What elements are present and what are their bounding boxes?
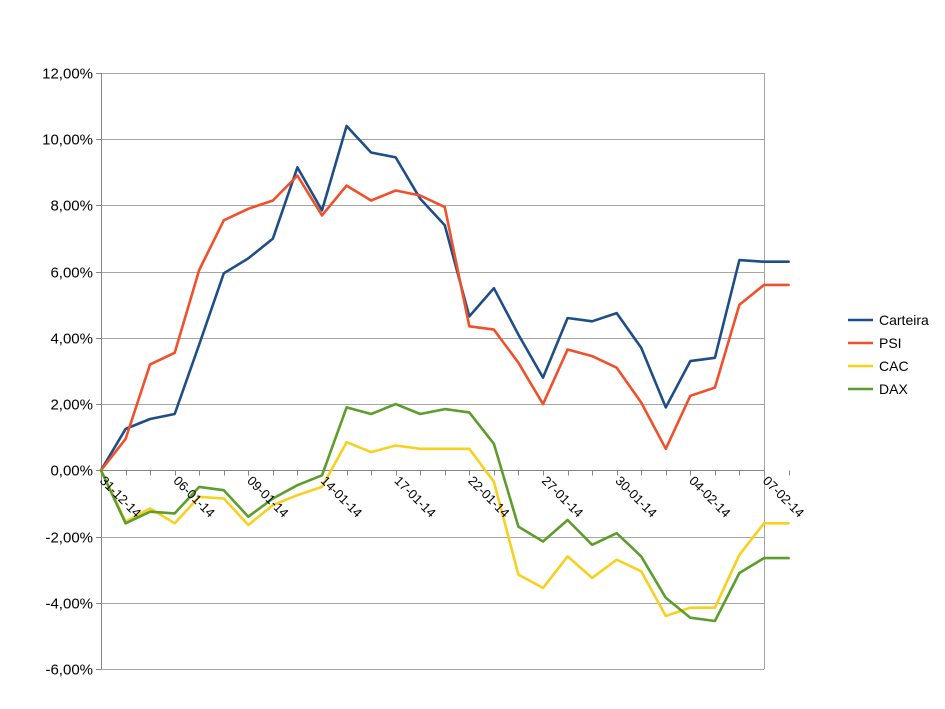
y-tick-label: 0,00% xyxy=(50,463,93,480)
y-tick-label: 12,00% xyxy=(42,66,93,83)
series-line-psi xyxy=(99,174,790,472)
y-tick-label: 2,00% xyxy=(50,397,93,414)
y-tick-label: -4,00% xyxy=(45,596,93,613)
x-tick-labels: 31-12-14 06-01-14 09-01-14 14-01-14 17-01-14… xyxy=(97,473,807,520)
y-tick-label: 4,00% xyxy=(50,331,93,348)
y-tick-label: 10,00% xyxy=(42,132,93,149)
grid-lines xyxy=(101,73,765,670)
x-tick-label: 04-02-14 xyxy=(686,473,733,520)
y-tick-label: 6,00% xyxy=(50,265,93,282)
legend-label-cac: CAC xyxy=(879,358,909,374)
series-line-dax xyxy=(99,402,790,623)
x-tick-label: 30-01-14 xyxy=(613,473,660,520)
legend-label-psi: PSI xyxy=(879,335,902,351)
legend-label-dax: DAX xyxy=(879,381,908,397)
series-line-cac xyxy=(99,440,790,618)
y-tick-label: -2,00% xyxy=(45,530,93,547)
y-tick-labels: -6,00% -4,00% -2,00% 0,00% 2,00% 4,00% 6,00% 8,… xyxy=(42,66,93,679)
legend-label-carteira: Carteira xyxy=(879,312,929,328)
legend: Carteira PSI CAC DAX xyxy=(848,312,929,397)
series-lines xyxy=(99,124,790,623)
x-tick-label: 27-01-14 xyxy=(539,473,586,520)
y-tick-label: 8,00% xyxy=(50,198,93,215)
y-tick-label: -6,00% xyxy=(45,662,93,679)
x-tick-label: 14-01-14 xyxy=(318,473,365,520)
x-tick-label: 07-02-14 xyxy=(760,473,807,520)
axes xyxy=(96,73,790,670)
series-line-carteira xyxy=(99,124,790,472)
x-tick-label: 17-01-14 xyxy=(392,473,439,520)
